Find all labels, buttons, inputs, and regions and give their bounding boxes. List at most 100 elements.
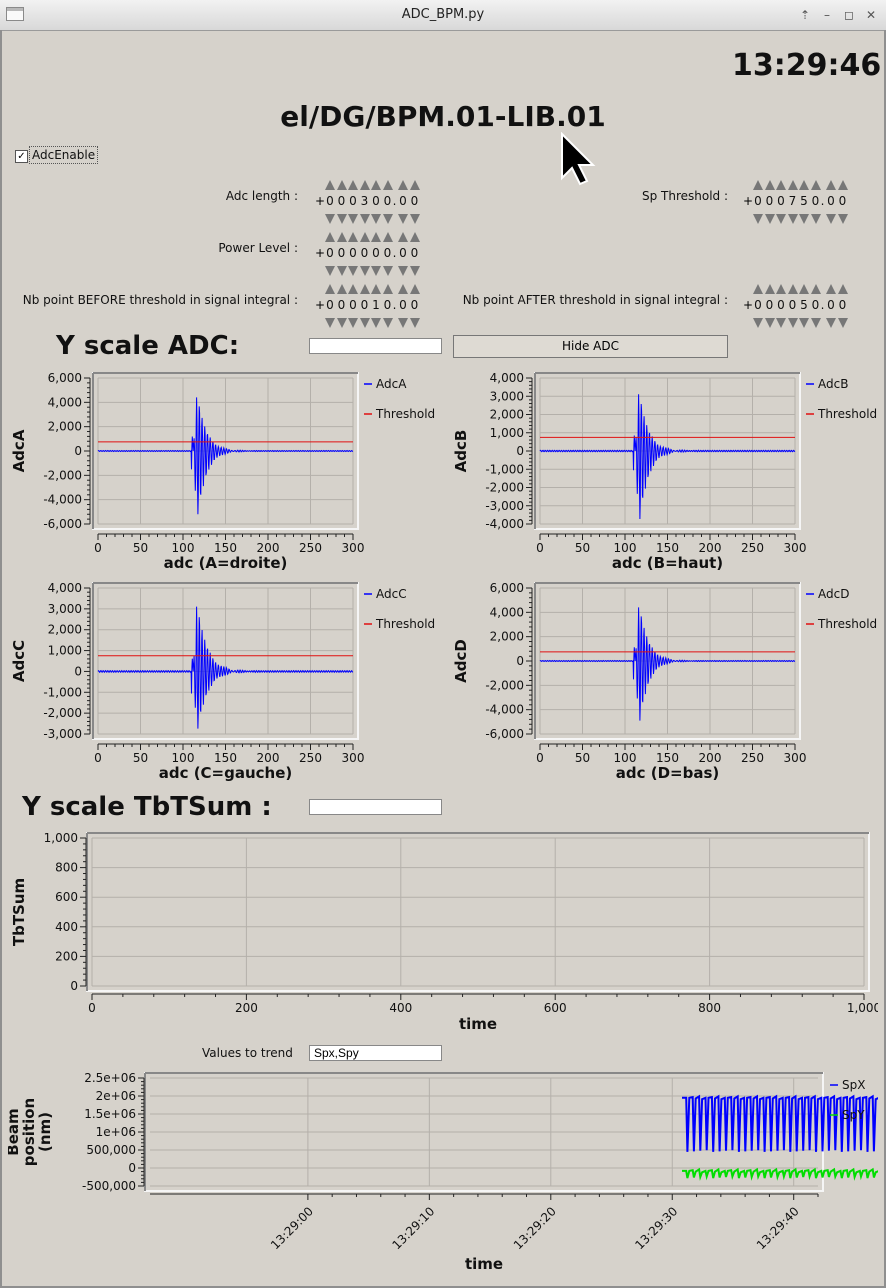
nb-after-wheel[interactable]: +0 0 0 0 5 0. 0 0: [743, 282, 858, 334]
wheel-up-arrow-icon[interactable]: [336, 180, 347, 190]
yscale-tbt-input[interactable]: [309, 799, 442, 815]
window-app-icon[interactable]: [6, 7, 24, 21]
wheel-digit[interactable]: 0: [788, 298, 797, 312]
window-raise-icon[interactable]: ⇡: [799, 8, 811, 22]
trend-input[interactable]: [309, 1045, 442, 1061]
wheel-down-arrow-icon[interactable]: [382, 266, 393, 276]
wheel-digit[interactable]: 3: [360, 194, 369, 208]
wheel-digit[interactable]: 0: [349, 298, 357, 312]
wheel-digit[interactable]: 0: [765, 194, 774, 208]
wheel-down-arrow-icon[interactable]: [810, 318, 821, 328]
wheel-up-arrow-icon[interactable]: [382, 284, 393, 294]
wheel-up-arrow-icon[interactable]: [371, 232, 381, 242]
wheel-digit[interactable]: 0: [811, 194, 820, 208]
wheel-digit[interactable]: 0: [838, 194, 847, 208]
window-titlebar[interactable]: [0, 0, 886, 31]
wheel-down-arrow-icon[interactable]: [359, 266, 370, 276]
wheel-down-arrow-icon[interactable]: [325, 214, 335, 224]
wheel-down-arrow-icon[interactable]: [799, 318, 809, 328]
wheel-digit[interactable]: 0: [326, 298, 334, 312]
wheel-up-arrow-icon[interactable]: [787, 284, 798, 294]
wheel-down-arrow-icon[interactable]: [359, 318, 370, 328]
wheel-digit[interactable]: 0: [399, 246, 407, 260]
wheel-down-arrow-icon[interactable]: [371, 266, 381, 276]
wheel-digit[interactable]: 0: [337, 298, 346, 312]
wheel-digit[interactable]: 0: [410, 298, 419, 312]
wheel-digit[interactable]: 0: [827, 194, 835, 208]
hide-adc-button[interactable]: Hide ADC: [453, 335, 728, 358]
wheel-down-arrow-icon[interactable]: [382, 214, 393, 224]
wheel-digit[interactable]: 0: [838, 298, 847, 312]
wheel-down-arrow-icon[interactable]: [753, 214, 763, 224]
wheel-digit[interactable]: 0: [372, 194, 380, 208]
wheel-digit[interactable]: 0: [326, 246, 334, 260]
adc-enable-checkbox[interactable]: ✓: [15, 150, 28, 163]
wheel-digit[interactable]: 0: [372, 246, 380, 260]
wheel-down-arrow-icon[interactable]: [382, 318, 393, 328]
wheel-up-arrow-icon[interactable]: [348, 232, 358, 242]
wheel-down-arrow-icon[interactable]: [398, 214, 408, 224]
wheel-down-arrow-icon[interactable]: [787, 318, 798, 328]
window-maximize-icon[interactable]: ◻: [844, 8, 854, 22]
wheel-digit[interactable]: 0: [754, 298, 762, 312]
wheel-down-arrow-icon[interactable]: [348, 318, 358, 328]
wheel-up-arrow-icon[interactable]: [325, 232, 335, 242]
wheel-digit[interactable]: 5: [800, 298, 808, 312]
wheel-up-arrow-icon[interactable]: [398, 284, 408, 294]
wheel-down-arrow-icon[interactable]: [837, 214, 848, 224]
wheel-up-arrow-icon[interactable]: [776, 180, 786, 190]
wheel-up-arrow-icon[interactable]: [799, 284, 809, 294]
wheel-down-arrow-icon[interactable]: [753, 318, 763, 328]
wheel-up-arrow-icon[interactable]: [398, 232, 408, 242]
wheel-down-arrow-icon[interactable]: [764, 318, 775, 328]
wheel-up-arrow-icon[interactable]: [810, 284, 821, 294]
wheel-digit[interactable]: 0: [360, 298, 369, 312]
wheel-up-arrow-icon[interactable]: [764, 284, 775, 294]
wheel-up-arrow-icon[interactable]: [359, 232, 370, 242]
wheel-up-arrow-icon[interactable]: [336, 284, 347, 294]
wheel-up-arrow-icon[interactable]: [359, 180, 370, 190]
window-minimize-icon[interactable]: –: [824, 8, 830, 22]
wheel-digit[interactable]: 0: [777, 298, 785, 312]
wheel-down-arrow-icon[interactable]: [837, 318, 848, 328]
wheel-up-arrow-icon[interactable]: [753, 180, 763, 190]
wheel-up-arrow-icon[interactable]: [409, 284, 420, 294]
wheel-up-arrow-icon[interactable]: [826, 284, 836, 294]
wheel-digit[interactable]: 0: [383, 194, 392, 208]
wheel-up-arrow-icon[interactable]: [371, 180, 381, 190]
yscale-adc-input[interactable]: [309, 338, 442, 354]
wheel-digit[interactable]: 0: [349, 194, 357, 208]
wheel-down-arrow-icon[interactable]: [325, 266, 335, 276]
wheel-digit[interactable]: 0: [349, 246, 357, 260]
wheel-up-arrow-icon[interactable]: [409, 180, 420, 190]
wheel-down-arrow-icon[interactable]: [336, 266, 347, 276]
wheel-up-arrow-icon[interactable]: [325, 180, 335, 190]
wheel-down-arrow-icon[interactable]: [348, 266, 358, 276]
adc-enable-label[interactable]: AdcEnable: [29, 146, 99, 164]
wheel-down-arrow-icon[interactable]: [409, 318, 420, 328]
wheel-down-arrow-icon[interactable]: [409, 214, 420, 224]
wheel-down-arrow-icon[interactable]: [348, 214, 358, 224]
wheel-down-arrow-icon[interactable]: [409, 266, 420, 276]
wheel-digit[interactable]: 0: [754, 194, 762, 208]
wheel-digit[interactable]: 0: [337, 194, 346, 208]
wheel-down-arrow-icon[interactable]: [799, 214, 809, 224]
wheel-up-arrow-icon[interactable]: [382, 180, 393, 190]
wheel-digit[interactable]: 7: [788, 194, 797, 208]
wheel-up-arrow-icon[interactable]: [409, 232, 420, 242]
wheel-up-arrow-icon[interactable]: [799, 180, 809, 190]
wheel-up-arrow-icon[interactable]: [325, 284, 335, 294]
wheel-up-arrow-icon[interactable]: [382, 232, 393, 242]
wheel-down-arrow-icon[interactable]: [398, 318, 408, 328]
wheel-down-arrow-icon[interactable]: [336, 318, 347, 328]
wheel-down-arrow-icon[interactable]: [776, 214, 786, 224]
wheel-down-arrow-icon[interactable]: [826, 214, 836, 224]
wheel-up-arrow-icon[interactable]: [787, 180, 798, 190]
nb-before-wheel[interactable]: +0 0 0 0 1 0. 0 0: [315, 282, 430, 334]
wheel-down-arrow-icon[interactable]: [371, 214, 381, 224]
wheel-up-arrow-icon[interactable]: [371, 284, 381, 294]
wheel-up-arrow-icon[interactable]: [336, 232, 347, 242]
sp-threshold-wheel[interactable]: +0 0 0 7 5 0. 0 0: [743, 178, 858, 230]
wheel-digit[interactable]: 0: [383, 246, 392, 260]
power-level-wheel[interactable]: +0 0 0 0 0 0. 0 0: [315, 230, 430, 282]
